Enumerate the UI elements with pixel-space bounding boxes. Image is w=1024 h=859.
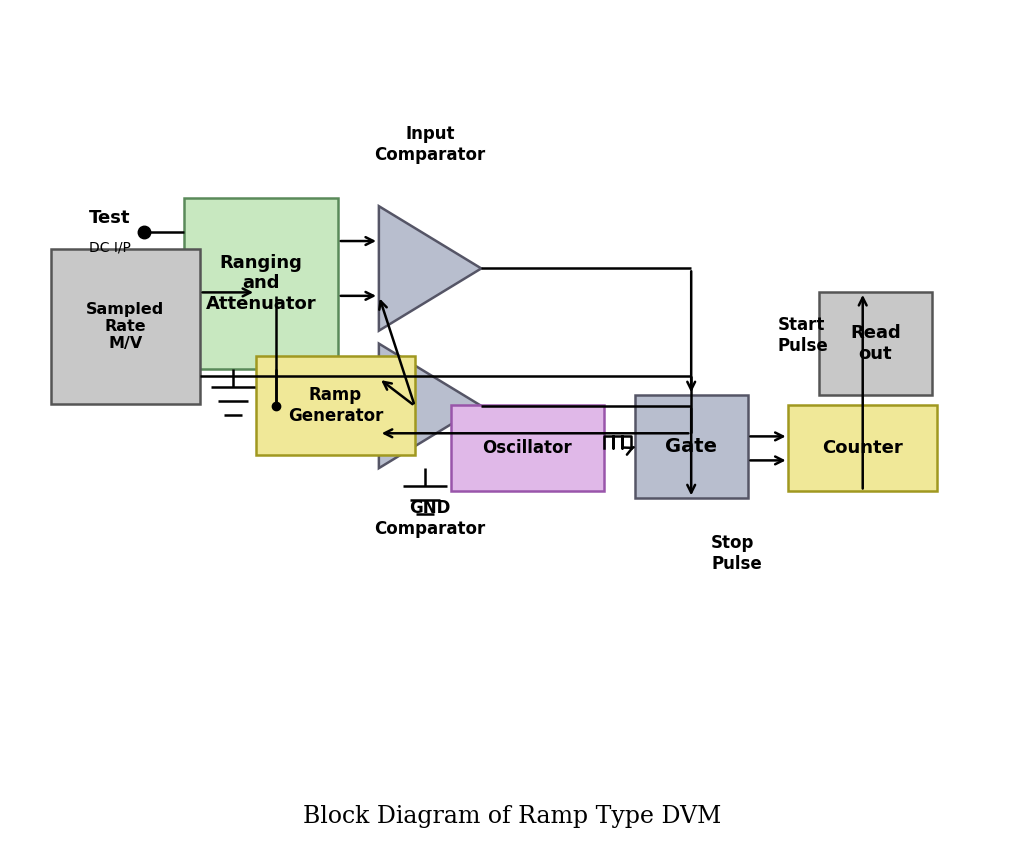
Text: DC I/P: DC I/P — [89, 241, 131, 255]
FancyBboxPatch shape — [51, 249, 200, 404]
Text: Read
out: Read out — [850, 324, 901, 363]
Text: Ranging
and
Attenuator: Ranging and Attenuator — [206, 253, 316, 314]
FancyBboxPatch shape — [256, 356, 415, 455]
Text: Gate: Gate — [666, 437, 717, 456]
FancyBboxPatch shape — [819, 292, 932, 395]
Text: Ramp
Generator: Ramp Generator — [288, 387, 383, 425]
Polygon shape — [379, 206, 481, 331]
Text: GND
Comparator: GND Comparator — [375, 499, 485, 538]
Text: Oscillator: Oscillator — [482, 440, 572, 457]
Text: Test: Test — [89, 209, 131, 227]
FancyBboxPatch shape — [788, 405, 937, 491]
Polygon shape — [379, 344, 481, 468]
Text: Stop
Pulse: Stop Pulse — [712, 533, 762, 573]
Text: Start
Pulse: Start Pulse — [777, 316, 828, 355]
Text: Block Diagram of Ramp Type DVM: Block Diagram of Ramp Type DVM — [303, 806, 721, 828]
FancyBboxPatch shape — [451, 405, 604, 491]
Text: Counter: Counter — [822, 440, 903, 457]
FancyBboxPatch shape — [635, 395, 748, 498]
Text: Sampled
Rate
M/V: Sampled Rate M/V — [86, 302, 165, 351]
FancyBboxPatch shape — [184, 198, 338, 369]
Text: Input
Comparator: Input Comparator — [375, 125, 485, 163]
